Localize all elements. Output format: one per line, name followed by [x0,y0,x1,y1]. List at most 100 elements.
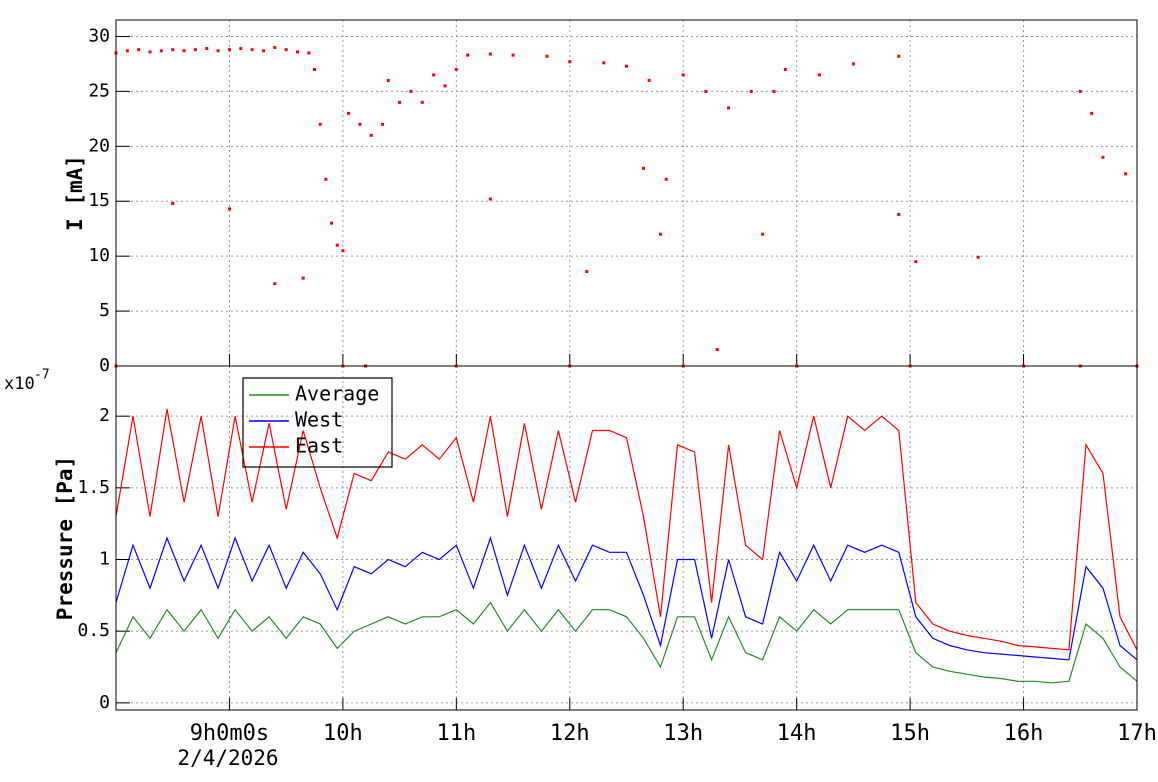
y-tick-label: 5 [99,300,110,321]
y-tick-label: 0.5 [77,620,110,641]
data-point [284,48,288,52]
data-point [897,212,901,216]
data-point [296,50,300,54]
data-point [239,47,243,51]
plot-frame [115,365,1138,711]
y-tick-label: 0 [99,355,110,376]
y-multiplier-exponent: -7 [34,368,50,383]
x-tick-label: 17h [1117,721,1157,746]
data-point [386,78,390,82]
data-point [148,50,152,54]
data-point [261,49,265,53]
y-axis-title: I [mA] [63,155,87,231]
y-tick-label: 1.5 [77,477,110,498]
data-point [307,51,311,55]
data-point [454,67,458,71]
y-tick-label: 2 [99,405,110,426]
data-point [783,67,787,71]
data-point [369,133,373,137]
y-multiplier: x10 [4,374,35,394]
data-point [488,197,492,201]
data-point [273,282,277,286]
x-tick-label: 16h [1004,721,1044,746]
data-point [227,48,231,52]
data-point [205,47,209,51]
y-tick-label: 0 [99,692,110,713]
data-point [1124,172,1128,176]
x-tick-label: 11h [436,721,476,746]
data-point [664,177,668,181]
data-point [488,52,492,56]
data-point [171,48,175,52]
data-point [817,73,821,77]
x-tick-label: 14h [777,721,817,746]
data-point [313,67,317,71]
data-point [545,54,549,58]
y-tick-label: 15 [88,190,110,211]
data-point [568,60,572,64]
series-line [115,536,1138,661]
data-point [642,166,646,170]
data-point [250,48,254,52]
series-line [115,408,1138,651]
data-point [897,54,901,58]
y-tick-label: 10 [88,245,110,266]
data-point [432,73,436,77]
data-point [914,260,918,264]
data-point [681,73,685,77]
x-tick-label: 12h [550,721,590,746]
x-tick-label: 13h [663,721,703,746]
data-point [318,122,322,126]
data-point [381,122,385,126]
y-tick-label: 25 [88,80,110,101]
data-point [409,89,413,93]
data-point [761,232,765,236]
data-point [1090,111,1094,115]
data-point [1101,155,1105,159]
legend-box [242,377,393,468]
data-point [851,62,855,66]
data-point [420,100,424,104]
data-point [171,201,175,205]
legend-label: West [295,408,343,432]
data-point [602,61,606,65]
data-point [585,270,589,274]
data-point [330,221,334,225]
x-tick-label: 9h0m0s [190,721,269,746]
x-tick-label: 15h [890,721,930,746]
y-axis-title: Pressure [Pa] [53,456,77,620]
data-point [335,243,339,247]
y-tick-label: 20 [88,135,110,156]
data-point [193,48,197,52]
data-point [125,49,129,53]
legend-label: East [295,434,343,458]
data-point [625,64,628,68]
legend-label: Average [295,382,379,406]
data-point [347,111,351,115]
data-point [511,53,515,57]
y-tick-label: 30 [88,25,110,46]
data-point [182,49,186,53]
data-point [324,177,328,181]
data-point [772,89,776,93]
data-point [273,45,277,49]
data-point [727,106,731,110]
data-point [704,89,708,93]
data-point [137,48,141,52]
data-point [216,49,220,53]
data-point [358,122,362,126]
data-point [466,53,470,57]
y-tick-label: 1 [99,549,110,570]
data-point [227,207,231,211]
data-point [341,249,345,253]
data-point [647,78,651,82]
data-point [715,348,719,352]
x-tick-label: 10h [323,721,363,746]
data-point [659,232,663,236]
data-point [301,276,305,280]
data-point [1078,89,1082,93]
data-point [159,49,163,53]
data-point [443,84,447,88]
